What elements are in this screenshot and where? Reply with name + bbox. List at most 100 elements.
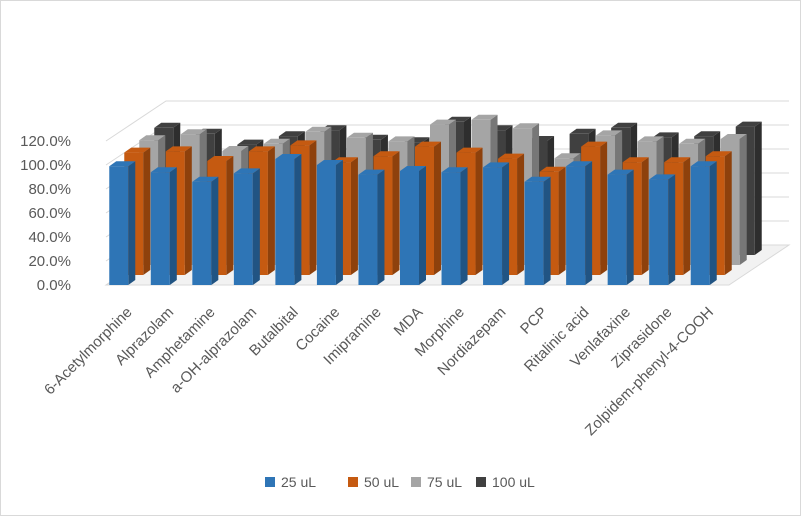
bar — [109, 161, 136, 285]
bar-top — [690, 161, 717, 167]
bar-top — [263, 138, 290, 144]
bar — [483, 162, 510, 285]
bar-top — [649, 174, 676, 180]
bar-top — [622, 157, 649, 163]
bar-top — [735, 121, 762, 127]
bar-front — [150, 172, 170, 285]
bar-top — [569, 128, 596, 134]
bar-front — [316, 165, 336, 285]
legend-swatch — [411, 477, 421, 487]
bar-side — [211, 176, 219, 285]
bar-side — [184, 146, 192, 275]
bar-side — [226, 156, 234, 275]
bar-front — [566, 166, 586, 285]
bar-side — [252, 168, 260, 285]
bar-front — [192, 181, 212, 285]
bar-side — [739, 134, 747, 265]
bar-top — [346, 132, 373, 138]
bar-front — [109, 166, 129, 285]
bar-top — [611, 122, 638, 128]
bar-top — [596, 130, 623, 136]
legend-label: 75 uL — [427, 474, 462, 490]
bar-top — [248, 146, 275, 152]
bar — [441, 167, 468, 285]
bar-side — [392, 151, 400, 275]
bar-side — [309, 140, 317, 275]
bar-top — [539, 166, 566, 172]
bar-side — [169, 167, 177, 285]
bar-front — [275, 159, 295, 285]
bar-front — [607, 174, 627, 285]
legend-label: 100 uL — [492, 474, 535, 490]
bar-side — [724, 151, 732, 275]
bar-top — [358, 169, 385, 175]
bar — [690, 161, 717, 285]
bar-side — [517, 153, 525, 275]
bar-top — [316, 160, 343, 165]
bar-top — [154, 122, 181, 128]
bar-top — [400, 166, 426, 171]
bar-top — [430, 119, 456, 125]
bar-top — [237, 139, 264, 145]
bar-top — [124, 147, 151, 153]
y-tick-label: 60.0% — [28, 205, 71, 222]
bar-top — [456, 147, 483, 153]
legend: 25 uL 50 uL 75 uL 100 uL — [265, 474, 535, 490]
bar-front — [233, 173, 253, 285]
bar — [607, 169, 634, 285]
bar-side — [350, 157, 358, 275]
bar-top — [441, 167, 468, 173]
bar — [566, 161, 593, 285]
bar-top — [415, 141, 441, 147]
bar-side — [626, 169, 634, 285]
bar-side — [754, 121, 762, 255]
bar-top — [566, 161, 593, 167]
category-labels: 6-AcetylmorphineAlprazolamAmphetaminea-O… — [41, 304, 717, 439]
bar — [649, 174, 676, 285]
y-tick-label: 20.0% — [28, 253, 71, 270]
bar-top — [513, 123, 540, 129]
y-tick-label: 0.0% — [37, 277, 71, 294]
bar-side — [460, 167, 468, 285]
bar-side — [267, 146, 275, 275]
bar-side — [558, 166, 566, 275]
y-tick-label: 120.0% — [20, 133, 71, 150]
bar-side — [600, 141, 608, 275]
bar-top — [705, 151, 732, 157]
bar-top — [290, 140, 317, 146]
y-tick-label: 40.0% — [28, 229, 71, 246]
y-axis-tick-labels: 0.0% 20.0% 40.0% 60.0% 80.0% 100.0% 120.0% — [20, 133, 71, 294]
bar-top — [109, 161, 136, 167]
bar-top — [581, 141, 608, 147]
bar — [524, 176, 551, 285]
category-label: MDA — [391, 304, 427, 340]
bar-front — [400, 171, 419, 285]
legend-label: 25 uL — [281, 474, 316, 490]
legend-swatch — [265, 477, 275, 487]
bar-front — [649, 179, 669, 285]
bar — [358, 169, 385, 285]
bar-top — [373, 151, 400, 157]
bar-front — [690, 166, 710, 285]
legend-swatch — [476, 477, 486, 487]
category-label: PCP — [517, 304, 551, 338]
bar-side — [585, 161, 593, 285]
bar-front — [358, 174, 378, 285]
bar-top — [180, 129, 207, 135]
bar-top — [139, 135, 166, 141]
bar-top — [720, 134, 747, 139]
y-tick-label: 100.0% — [20, 157, 71, 174]
bar — [316, 160, 343, 285]
bar — [150, 167, 177, 285]
bar — [233, 168, 260, 285]
bar-top — [207, 156, 234, 161]
bar-side — [377, 169, 385, 285]
bar-top — [554, 153, 581, 159]
bars — [109, 114, 762, 285]
bar-side — [335, 160, 343, 285]
legend-label: 50 uL — [364, 474, 399, 490]
bar-front — [524, 181, 544, 285]
bar-top — [192, 176, 219, 182]
